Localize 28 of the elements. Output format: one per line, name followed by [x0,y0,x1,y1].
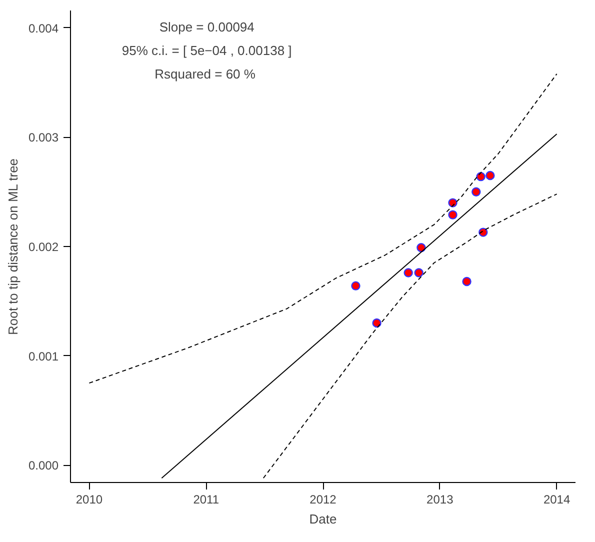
point [416,243,426,252]
y-tick-label: 0.000 [28,458,59,473]
y-tick-label: 0.004 [28,21,59,36]
point [476,172,486,182]
point [351,281,360,290]
point [414,268,424,278]
y-tick-label: 0.001 [28,349,59,364]
line-series [262,194,558,479]
point [486,170,495,180]
point [448,210,458,220]
annotation: 95% c.i. = [ 5e−04 , 0.00138 ] [122,43,292,58]
x-axis-title: Date [309,512,337,526]
point [462,276,472,286]
x-tick-label: 2013 [426,492,454,506]
annotation: Slope = 0.00094 [159,20,254,35]
point [472,187,481,196]
point [448,198,458,208]
point [404,268,413,278]
point [372,318,382,328]
x-tick-label: 2010 [76,492,103,506]
point [478,228,488,237]
x-tick-label: 2012 [310,492,337,506]
y-tick-label: 0.002 [28,240,59,254]
x-tick-label: 2011 [193,492,220,506]
annotation: Rsquared = 60 % [154,66,256,82]
y-tick-label: 0.003 [28,130,59,145]
y-axis-title: Root to tip distance on ML tree [5,158,20,336]
x-tick-label: 2014 [543,492,570,506]
